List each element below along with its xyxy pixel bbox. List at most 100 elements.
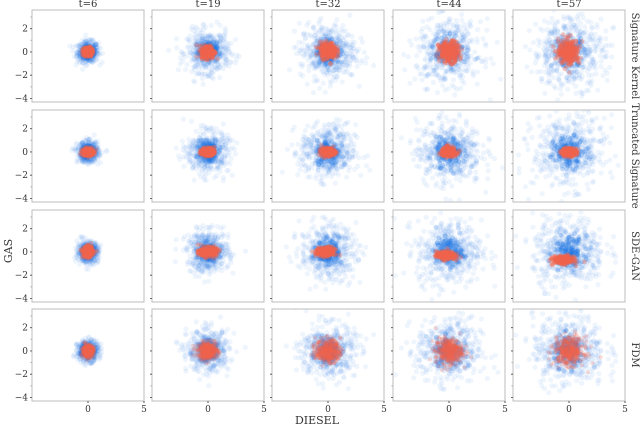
generated-point (327, 50, 333, 56)
real-point (185, 45, 191, 51)
generated-point (83, 49, 89, 55)
generated-point (86, 47, 91, 53)
real-point (91, 47, 97, 53)
real-point (83, 45, 89, 51)
real-point (236, 53, 242, 59)
real-point (83, 38, 89, 45)
real-point (83, 42, 89, 48)
generated-point (84, 48, 89, 54)
real-point (90, 48, 96, 54)
panel-grid: 20−2−420−2−420−2−420−2−40 5 0 5 0 5 0 5 0 5t=6 t=1… (15, 0, 640, 415)
generated-point (324, 56, 330, 62)
real-point (544, 0, 549, 1)
real-point (338, 39, 344, 45)
real-point (83, 47, 88, 53)
real-point (323, 57, 329, 63)
generated-point (207, 48, 213, 54)
real-point (89, 50, 95, 57)
real-point (304, 50, 310, 56)
real-point (328, 56, 334, 62)
generated-point (210, 55, 216, 61)
real-point (202, 71, 209, 77)
real-point (318, 15, 324, 21)
real-point (90, 48, 96, 54)
real-point (88, 51, 94, 57)
real-point (84, 48, 90, 54)
real-point (466, 55, 472, 61)
real-point (74, 52, 80, 58)
generated-point (329, 54, 335, 60)
real-point (190, 56, 197, 62)
real-point (78, 52, 84, 58)
real-point (207, 40, 213, 46)
generated-point (88, 49, 94, 54)
generated-point (206, 49, 212, 54)
real-point (211, 50, 216, 56)
real-point (215, 57, 221, 63)
real-point (90, 38, 96, 44)
real-point (86, 46, 92, 52)
generated-point (208, 52, 214, 58)
generated-point (322, 44, 328, 50)
generated-point (319, 47, 325, 53)
generated-point (325, 53, 331, 59)
generated-point (88, 51, 94, 57)
real-point (209, 34, 215, 41)
real-point (207, 48, 213, 54)
real-point (312, 32, 318, 38)
real-point (316, 42, 322, 48)
real-point (194, 40, 200, 46)
generated-point (86, 51, 91, 57)
generated-point (204, 45, 210, 51)
real-point (74, 53, 80, 59)
real-point (204, 39, 210, 45)
real-point (312, 40, 319, 46)
panel-frame (31, 9, 145, 103)
real-point (322, 58, 328, 64)
real-point (206, 52, 211, 57)
real-point (213, 53, 219, 59)
real-point (214, 44, 219, 49)
real-point (602, 54, 609, 60)
real-point (89, 46, 95, 52)
real-point (196, 54, 202, 60)
real-point (339, 59, 344, 65)
real-point (296, 20, 302, 26)
real-point (90, 52, 96, 58)
real-point (324, 51, 330, 56)
real-point (195, 54, 201, 60)
generated-point (325, 45, 331, 51)
real-point (84, 42, 90, 48)
real-point (200, 53, 206, 59)
real-point (200, 41, 206, 47)
real-point (82, 46, 88, 52)
generated-point (320, 42, 326, 48)
real-point (89, 50, 95, 57)
generated-point (210, 48, 216, 54)
real-point (302, 48, 308, 54)
real-point (330, 46, 336, 51)
real-point (205, 55, 211, 62)
real-point (325, 49, 331, 55)
real-point (209, 66, 215, 73)
real-point (306, 45, 312, 52)
generated-point (83, 47, 88, 53)
real-point (89, 44, 95, 50)
real-point (209, 35, 215, 41)
y-minor-tick (270, 98, 272, 100)
real-point (298, 51, 304, 57)
generated-point (330, 48, 335, 53)
real-point (214, 44, 220, 50)
real-point (330, 47, 336, 54)
real-point (202, 50, 208, 56)
y-minor-tick (391, 51, 393, 53)
generated-point (329, 45, 335, 50)
panel-points (522, 0, 617, 102)
real-point (204, 45, 210, 50)
real-point (526, 28, 532, 34)
real-point (80, 61, 86, 67)
generated-point (202, 51, 208, 57)
real-point (351, 56, 357, 62)
real-point (91, 42, 98, 48)
generated-point (208, 48, 214, 54)
